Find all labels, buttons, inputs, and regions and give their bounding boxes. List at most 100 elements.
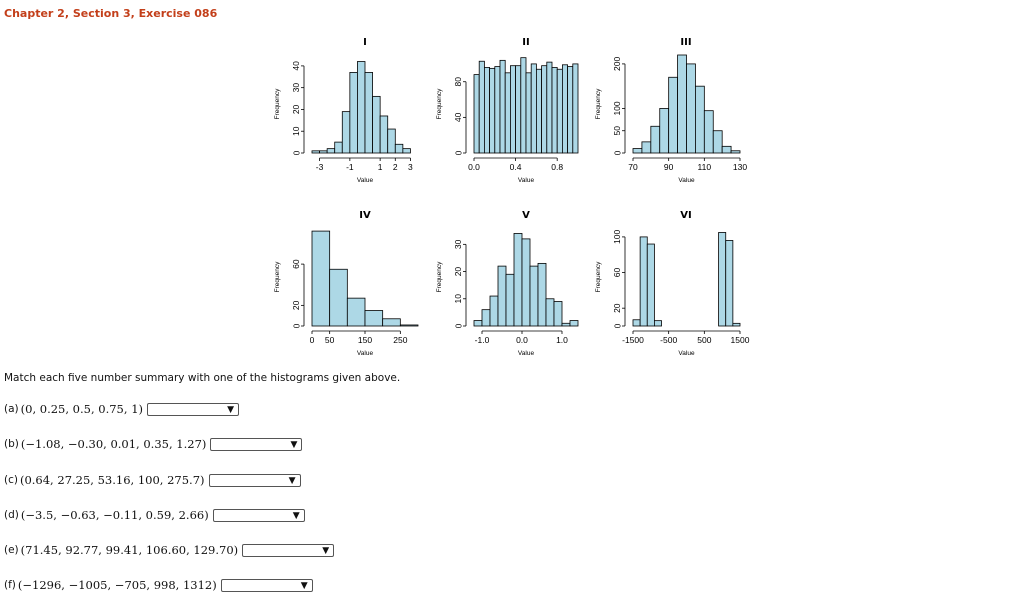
question-d: (d) (−3.5, −0.63, −0.11, 0.59, 2.66) ▼ [4, 507, 305, 523]
histogram-bar [499, 59, 506, 154]
histogram-bar [639, 236, 648, 327]
x-tick-label: 90 [664, 162, 674, 172]
chevron-down-icon: ▼ [288, 475, 296, 486]
histogram-bar [505, 273, 515, 327]
question-b: (b) (−1.08, −0.30, 0.01, 0.35, 1.27) ▼ [4, 436, 303, 452]
y-tick-label: 10 [453, 294, 463, 304]
histogram-bar [721, 145, 732, 154]
histogram-bar [725, 240, 734, 327]
x-tick-label: -1 [346, 162, 354, 172]
y-tick-label: 20 [291, 300, 301, 310]
y-tick-label: 60 [612, 268, 622, 278]
histogram-bar [497, 265, 507, 327]
y-tick-label: 0 [612, 150, 622, 155]
histogram-bar [718, 232, 727, 327]
histogram-bar [326, 148, 336, 154]
histogram-title: II [522, 37, 529, 48]
chevron-down-icon: ▼ [322, 545, 330, 556]
y-tick-label: 40 [453, 112, 463, 122]
histogram-bar [536, 68, 543, 154]
histogram-bar [695, 85, 705, 154]
y-tick-label: 40 [291, 61, 301, 71]
histogram-bar [650, 125, 661, 154]
histogram-bar [494, 66, 501, 154]
y-tick-label: 60 [291, 259, 301, 269]
histogram-bar [478, 60, 485, 154]
histogram-bar [399, 324, 419, 327]
chevron-down-icon: ▼ [227, 404, 234, 415]
answer-dropdown-d[interactable]: ▼ [212, 508, 305, 522]
histogram-bar [561, 322, 571, 327]
histogram-bar [646, 243, 655, 327]
question-label: (b) [4, 438, 19, 450]
histogram-bar [659, 108, 670, 154]
histogram-bar [712, 130, 723, 154]
x-tick-label: -1.0 [475, 335, 490, 345]
x-tick-label: -3 [316, 162, 324, 172]
histogram-bar [703, 110, 714, 154]
exercise-title: Chapter 2, Section 3, Exercise 086 [4, 7, 218, 20]
y-tick-label: 100 [612, 101, 622, 115]
chevron-down-icon: ▼ [292, 510, 300, 521]
histogram-bar [364, 310, 384, 327]
x-tick-label: -1500 [622, 335, 644, 345]
y-axis-label: Frequency [436, 261, 443, 292]
x-tick-label: 110 [698, 162, 712, 172]
histogram-bar [654, 320, 662, 327]
histogram-bar [530, 63, 537, 154]
histogram-bar [677, 54, 687, 154]
x-axis-label: Value [678, 350, 695, 357]
answer-dropdown-b[interactable]: ▼ [210, 437, 303, 451]
histogram-bar [537, 262, 547, 327]
histogram-bar [641, 141, 652, 154]
y-tick-label: 20 [291, 104, 301, 114]
x-tick-label: 150 [358, 335, 372, 345]
histogram-bar [311, 150, 320, 154]
x-tick-label: 0.4 [510, 162, 522, 172]
x-tick-label: 70 [628, 162, 638, 172]
histogram-bar [481, 309, 491, 327]
histogram-bar [632, 319, 641, 327]
histogram-bar [504, 72, 511, 154]
histogram-bar [553, 301, 563, 327]
y-tick-label: 0 [291, 323, 301, 328]
prompt-text: Match each five number summary with one … [4, 372, 401, 384]
y-tick-label: 200 [612, 57, 622, 71]
y-tick-label: 20 [612, 303, 622, 313]
five-number-summary: (0, 0.25, 0.5, 0.75, 1) [20, 402, 143, 416]
answer-dropdown-f[interactable]: ▼ [220, 578, 313, 592]
question-label: (c) [4, 474, 18, 486]
histogram-title: I [363, 37, 367, 48]
five-number-summary: (−1.08, −0.30, 0.01, 0.35, 1.27) [20, 437, 207, 451]
y-tick-label: 0 [453, 150, 463, 155]
histogram-bar [732, 322, 741, 327]
y-tick-label: 10 [291, 126, 301, 136]
histogram-bar [483, 67, 490, 154]
histogram-bar [572, 63, 579, 154]
question-f: (f) (−1296, −1005, −705, 998, 1312) ▼ [4, 577, 313, 593]
x-tick-label: 1500 [731, 335, 750, 345]
histogram-bar [341, 111, 351, 154]
histogram-title: VI [680, 210, 691, 221]
x-axis-label: Value [518, 177, 535, 184]
histogram-bar [364, 72, 373, 154]
histogram-bar [567, 66, 574, 154]
histogram-bar [562, 64, 569, 154]
histogram-bar [529, 265, 539, 327]
x-tick-label: 0.8 [551, 162, 563, 172]
histogram-bar [473, 320, 483, 327]
histogram-bar [569, 320, 579, 327]
histogram-bar [520, 57, 527, 154]
y-tick-label: 100 [612, 230, 622, 244]
answer-dropdown-e[interactable]: ▼ [242, 543, 335, 557]
histogram-bar [489, 67, 496, 154]
histogram-bar [394, 143, 404, 154]
histogram-bar [346, 297, 366, 327]
x-axis-label: Value [518, 350, 535, 357]
question-label: (e) [4, 544, 19, 556]
histogram-bar [545, 298, 555, 327]
answer-dropdown-c[interactable]: ▼ [208, 473, 301, 487]
x-tick-label: 130 [733, 162, 747, 172]
answer-dropdown-a[interactable]: ▼ [147, 402, 239, 416]
